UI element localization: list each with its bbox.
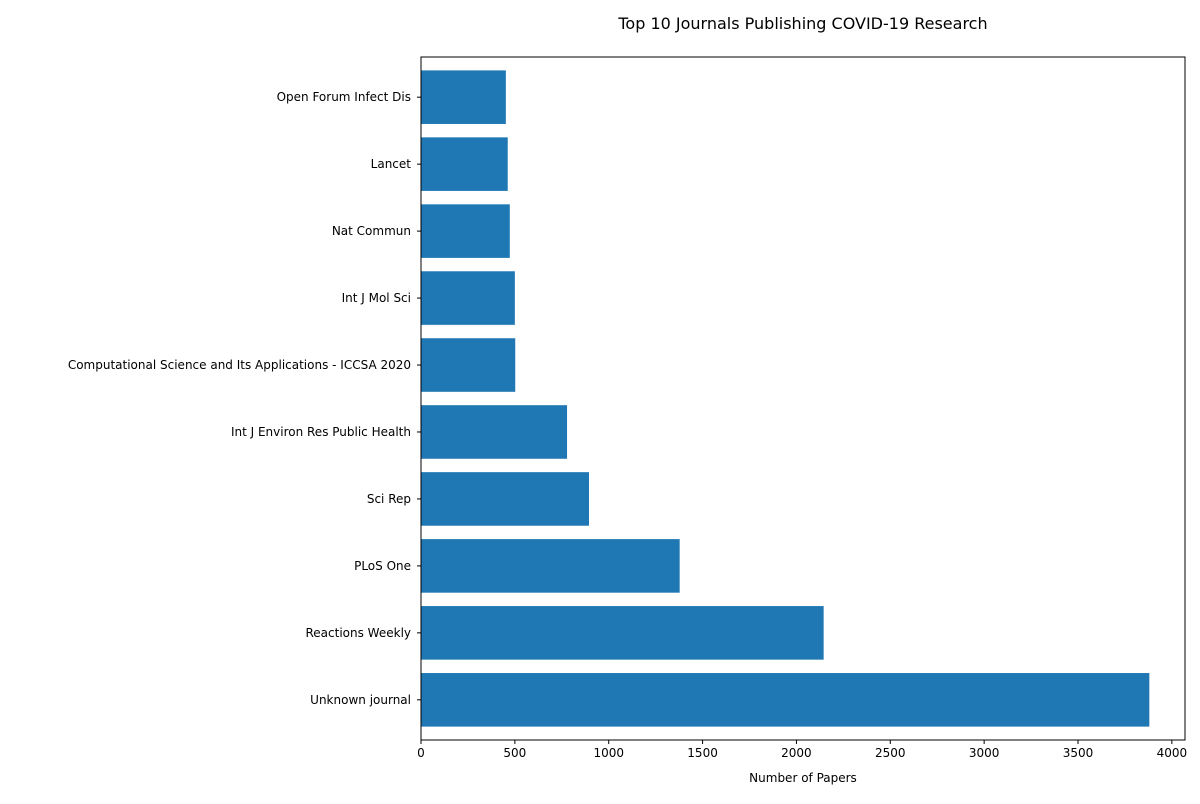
x-tick-label: 3000 <box>969 746 1000 760</box>
x-tick-label: 4000 <box>1157 746 1188 760</box>
y-tick-label: Lancet <box>371 157 412 171</box>
bar-lancet <box>421 137 508 191</box>
bar-int-j-mol-sci <box>421 271 515 325</box>
y-tick-label: Int J Environ Res Public Health <box>231 425 411 439</box>
y-axis: Unknown journal Reactions Weekly PLoS One S… <box>68 90 421 707</box>
bar-plos-one <box>421 539 680 593</box>
x-axis: 0 500 1000 1500 2000 2500 3000 3500 4000 <box>417 740 1187 760</box>
bar-sci-rep <box>421 472 590 526</box>
y-tick-label: Reactions Weekly <box>306 626 412 640</box>
y-tick-label: Unknown journal <box>310 693 411 707</box>
y-tick-label: Sci Rep <box>367 492 411 506</box>
bar-reactions-weekly <box>421 606 824 660</box>
chart-title: Top 10 Journals Publishing COVID-19 Rese… <box>617 14 987 33</box>
x-tick-label: 3500 <box>1063 746 1094 760</box>
plot-frame <box>420 56 1186 741</box>
bars-layer <box>421 70 1150 727</box>
y-tick-label: Nat Commun <box>332 224 411 238</box>
bar-computational-science-and-its-applications-iccsa-2020 <box>421 338 516 392</box>
bar-int-j-environ-res-public-health <box>421 405 568 459</box>
y-tick-label: PLoS One <box>354 559 411 573</box>
y-tick-label: Open Forum Infect Dis <box>277 90 411 104</box>
x-axis-label: Number of Papers <box>749 771 857 785</box>
bar-nat-commun <box>421 204 510 258</box>
x-tick-label: 1000 <box>593 746 624 760</box>
x-tick-label: 2000 <box>781 746 812 760</box>
bar-open-forum-infect-dis <box>421 70 506 124</box>
x-tick-label: 1500 <box>687 746 718 760</box>
x-tick-label: 2500 <box>875 746 906 760</box>
y-tick-label: Computational Science and Its Applicatio… <box>68 358 411 372</box>
x-tick-label: 0 <box>417 746 425 760</box>
y-tick-label: Int J Mol Sci <box>342 291 411 305</box>
bar-unknown-journal <box>421 673 1150 727</box>
x-tick-label: 500 <box>503 746 526 760</box>
